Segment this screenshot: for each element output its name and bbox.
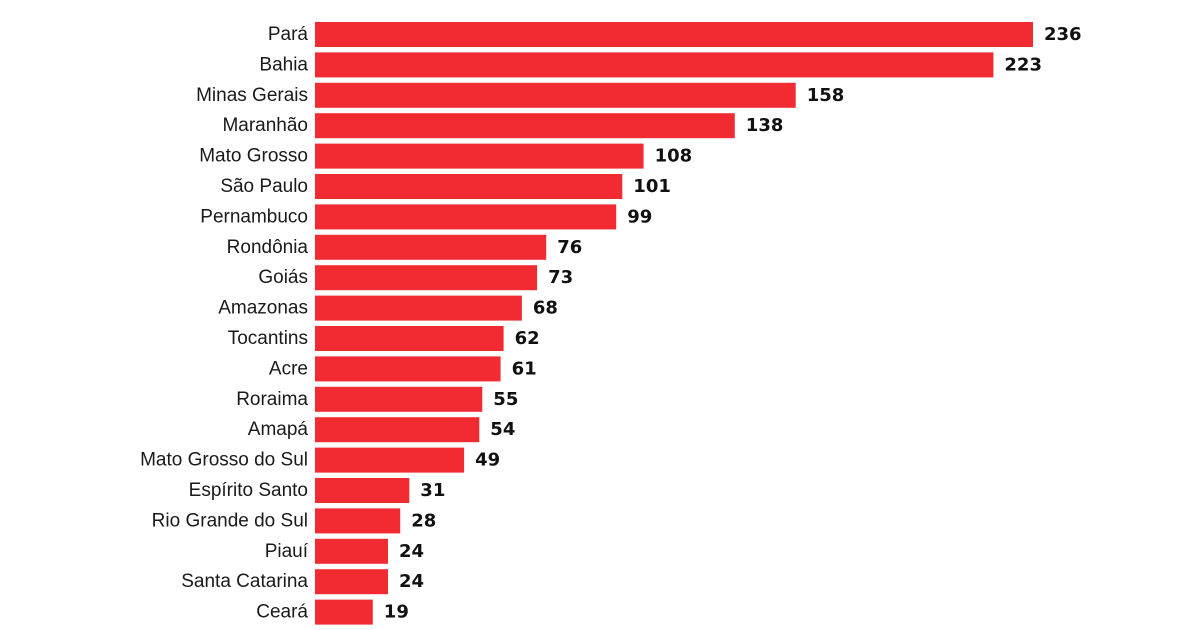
- category-label: Santa Catarina: [181, 571, 308, 592]
- bar: [315, 417, 480, 443]
- value-label: 99: [627, 206, 652, 227]
- value-label: 101: [633, 176, 671, 197]
- value-label: 55: [493, 389, 518, 410]
- bar: [315, 386, 483, 412]
- bar: [315, 143, 644, 169]
- bar: [315, 22, 1033, 47]
- value-label: 73: [548, 267, 573, 288]
- value-label: 68: [533, 298, 558, 319]
- value-label: 76: [557, 237, 582, 258]
- bar: [315, 265, 538, 291]
- category-label: Roraima: [236, 389, 308, 410]
- bar: [315, 174, 623, 199]
- category-label: Espírito Santo: [189, 480, 308, 501]
- category-label: Mato Grosso: [199, 146, 308, 167]
- category-label: Bahia: [259, 54, 308, 75]
- category-label: Rondônia: [227, 237, 309, 258]
- value-label: 31: [420, 480, 445, 501]
- value-label: 49: [475, 450, 500, 471]
- value-label: 223: [1004, 54, 1042, 75]
- bar: [315, 113, 735, 139]
- value-label: 108: [655, 146, 693, 167]
- bar: [315, 52, 994, 78]
- value-label: 54: [490, 419, 515, 440]
- value-label: 24: [399, 571, 424, 592]
- value-label: 24: [399, 541, 424, 562]
- value-label: 61: [512, 358, 537, 379]
- bar: [315, 569, 388, 595]
- category-label: Ceará: [256, 602, 308, 623]
- bar: [315, 295, 522, 321]
- bar: [315, 326, 504, 351]
- bar: [315, 356, 501, 382]
- category-label: Minas Gerais: [196, 85, 308, 106]
- value-label: 236: [1044, 24, 1082, 45]
- category-label: Rio Grande do Sul: [152, 510, 308, 531]
- bar: [315, 538, 388, 564]
- bar: [315, 82, 796, 108]
- category-label: Amapá: [248, 419, 309, 440]
- value-label: 158: [807, 85, 845, 106]
- value-label: 138: [746, 115, 784, 136]
- category-label: Amazonas: [218, 298, 308, 319]
- category-label: Pernambuco: [200, 206, 308, 227]
- category-label: Pará: [268, 24, 309, 45]
- value-label: 62: [515, 328, 540, 349]
- value-label: 19: [384, 602, 409, 623]
- value-label: 28: [411, 510, 436, 531]
- bar: [315, 599, 373, 625]
- category-label: Mato Grosso do Sul: [140, 450, 308, 471]
- category-label: Acre: [269, 358, 308, 379]
- bar: [315, 234, 547, 260]
- bar: [315, 447, 465, 473]
- bar: [315, 478, 410, 503]
- category-label: Tocantins: [228, 328, 308, 349]
- bar: [315, 508, 401, 534]
- category-label: Goiás: [258, 267, 308, 288]
- category-label: Piauí: [265, 541, 309, 562]
- category-label: Maranhão: [222, 115, 308, 136]
- bar: [315, 204, 617, 230]
- category-label: São Paulo: [220, 176, 308, 197]
- bars-layer: [315, 22, 1033, 625]
- category-labels: Pará Bahia Minas Gerais Maranhão Mato Grosso…: [140, 24, 309, 623]
